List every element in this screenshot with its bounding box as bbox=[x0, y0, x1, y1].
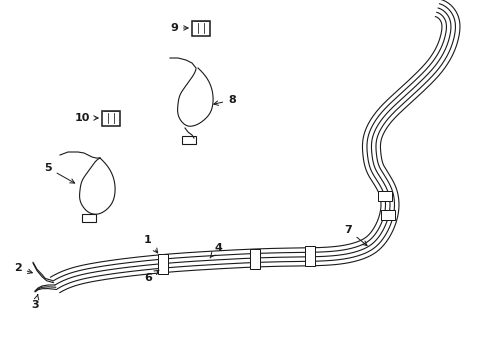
Bar bbox=[182, 136, 196, 144]
Text: 4: 4 bbox=[210, 243, 222, 258]
Text: 2: 2 bbox=[14, 263, 32, 274]
Text: 7: 7 bbox=[344, 225, 366, 246]
Bar bbox=[380, 210, 394, 220]
Bar bbox=[82, 214, 96, 222]
Text: 10: 10 bbox=[74, 113, 98, 123]
Text: 8: 8 bbox=[213, 95, 235, 105]
Text: 1: 1 bbox=[144, 235, 157, 253]
Text: 9: 9 bbox=[170, 23, 188, 33]
Text: 5: 5 bbox=[44, 163, 75, 183]
Bar bbox=[249, 249, 260, 269]
Bar bbox=[192, 21, 209, 36]
Bar bbox=[102, 111, 120, 126]
Text: 6: 6 bbox=[144, 270, 159, 283]
Bar bbox=[305, 246, 314, 266]
Bar bbox=[158, 254, 168, 274]
Bar bbox=[377, 191, 391, 201]
Text: 3: 3 bbox=[31, 294, 39, 310]
